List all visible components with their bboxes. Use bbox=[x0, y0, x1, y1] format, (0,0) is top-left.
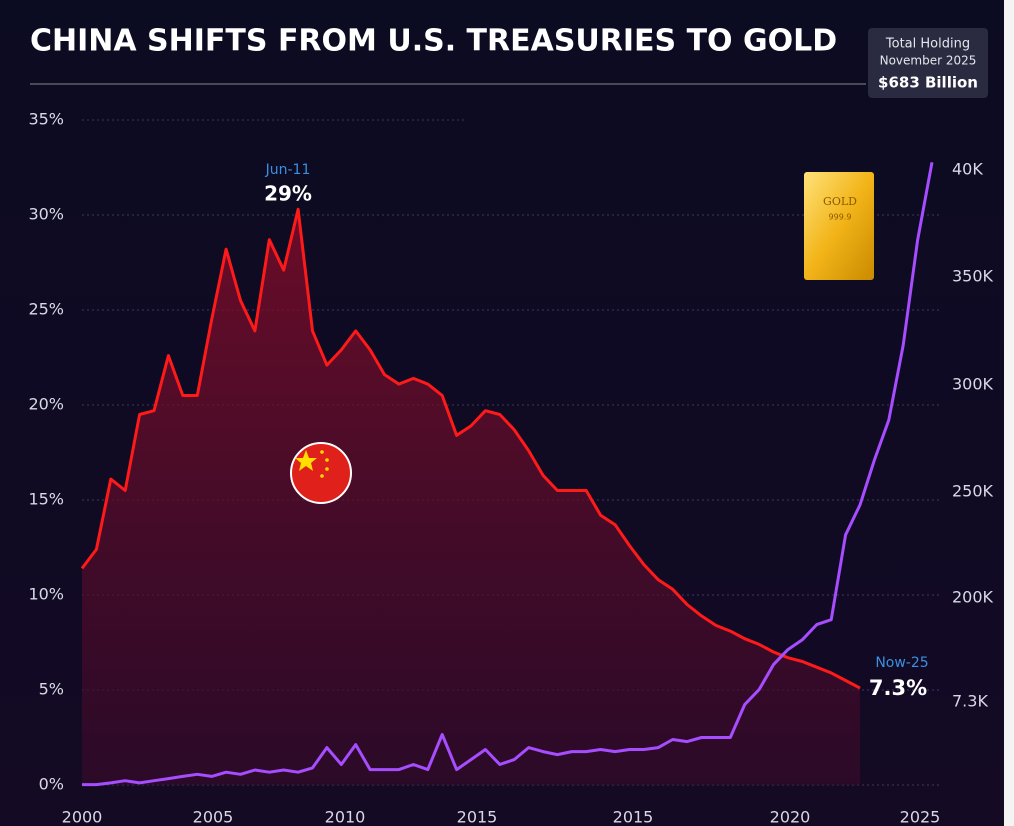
y2-tick-label: 350K bbox=[952, 267, 994, 286]
x-tick-label: 2005 bbox=[193, 808, 234, 826]
y-tick-label: 25% bbox=[28, 300, 64, 319]
now-value: 7.3% bbox=[869, 676, 927, 700]
x-tick-label: 2015 bbox=[613, 808, 654, 826]
flag-star bbox=[320, 474, 324, 478]
window-edge bbox=[1004, 0, 1014, 826]
line bbox=[82, 162, 934, 787]
gold-bar bbox=[804, 172, 874, 280]
holding-amount: $683 Billion bbox=[878, 74, 978, 92]
x-tick-label: 2015 bbox=[457, 808, 498, 826]
gold-bar-purity: 999.9 bbox=[829, 213, 852, 222]
peak-value: 29% bbox=[264, 182, 312, 206]
y2-tick-label: 200K bbox=[952, 588, 994, 607]
plot-area: 0% 5% 10% 15% 20% 25% 30% 35% bbox=[28, 110, 940, 794]
flag-star bbox=[295, 450, 317, 471]
y2-tick-label: 300K bbox=[952, 375, 994, 394]
y2-tick-label: 250K bbox=[952, 482, 994, 501]
holding-title: Total Holding bbox=[885, 37, 970, 52]
flag-star bbox=[325, 458, 329, 462]
y-tick-label: 35% bbox=[28, 110, 64, 129]
flag-star bbox=[320, 450, 324, 454]
gold-bar-label: GOLD bbox=[823, 195, 857, 208]
y-tick-label: 10% bbox=[28, 585, 64, 604]
y2-tick-label: 40K bbox=[952, 160, 983, 179]
x-tick-label: 2025 bbox=[900, 808, 941, 826]
x-tick-label: 2000 bbox=[62, 808, 103, 826]
peak-date: Jun-11 bbox=[265, 162, 311, 178]
y-tick-label: 15% bbox=[28, 490, 64, 509]
holding-box bbox=[868, 28, 988, 98]
now-date: Now-25 bbox=[875, 655, 928, 671]
holding-date: November 2025 bbox=[880, 54, 977, 68]
y-tick-label: 30% bbox=[28, 205, 64, 224]
flag-star bbox=[325, 467, 329, 471]
y2-tick-label: 7.3K bbox=[952, 692, 988, 711]
area bbox=[82, 209, 860, 786]
x-tick-label: 2020 bbox=[770, 808, 811, 826]
y-tick-label: 5% bbox=[39, 680, 64, 699]
y-tick-label: 0% bbox=[39, 775, 64, 794]
x-tick-label: 2010 bbox=[325, 808, 366, 826]
y-tick-label: 20% bbox=[28, 395, 64, 414]
chart-title: CHINA SHIFTS FROM U.S. TREASURIES TO GOL… bbox=[30, 24, 837, 59]
line bbox=[80, 207, 861, 690]
